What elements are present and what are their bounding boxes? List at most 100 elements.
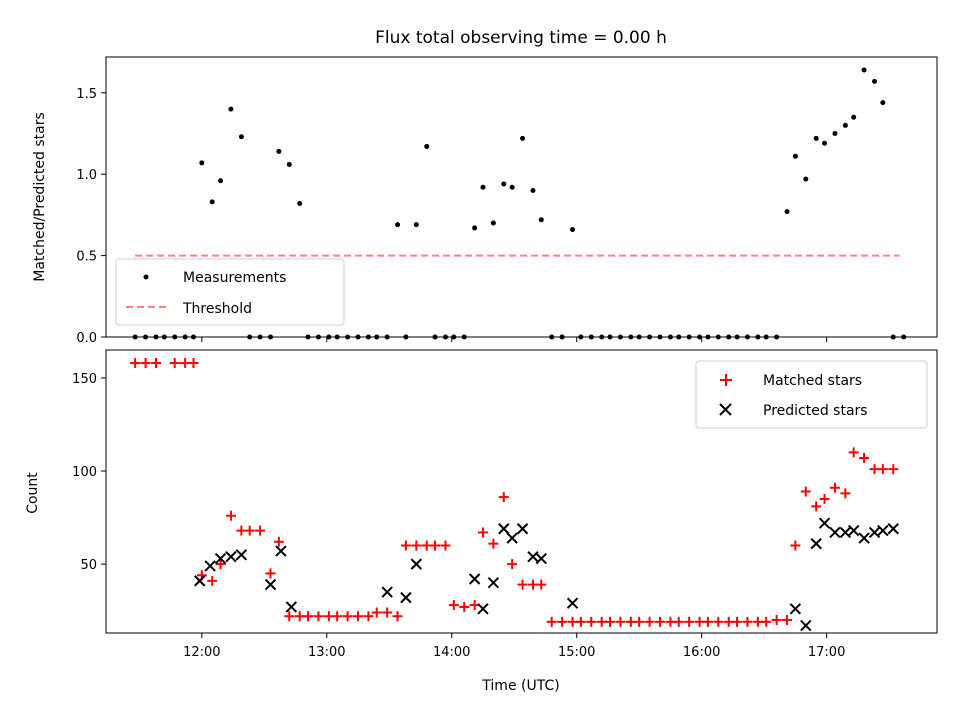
matched-point xyxy=(702,616,713,627)
predicted-point xyxy=(800,619,812,632)
matched-point xyxy=(215,559,226,570)
measurement-point xyxy=(880,100,886,106)
predicted-point xyxy=(264,578,277,591)
predicted-point xyxy=(194,575,206,587)
predicted-point xyxy=(516,523,529,535)
predicted-point xyxy=(829,526,841,539)
matched-point xyxy=(303,611,314,622)
measurement-point xyxy=(842,122,848,128)
matched-point xyxy=(790,540,801,551)
measurement-point xyxy=(218,178,224,184)
matched-point xyxy=(819,493,830,504)
bottom-legend-box xyxy=(695,360,928,429)
measurement-point xyxy=(851,114,857,120)
matched-point xyxy=(634,616,645,627)
predicted-point xyxy=(235,549,248,561)
matched-point xyxy=(140,358,151,369)
top-y-tick-label: 0.0 xyxy=(76,331,97,346)
bottom-x-tick-label: 15:00 xyxy=(558,645,595,660)
bottom-x-tick-label: 14:00 xyxy=(433,645,470,660)
measurement-point xyxy=(395,222,401,228)
bottom-plot-area xyxy=(130,358,899,632)
measurement-point xyxy=(792,153,798,159)
matched-point xyxy=(782,614,793,625)
measurement-point xyxy=(509,184,515,190)
matched-point xyxy=(430,540,441,551)
matched-point xyxy=(761,616,772,627)
matched-point xyxy=(382,607,393,618)
predicted-point xyxy=(468,573,481,585)
top-y-ticks: 0.0 0.5 1.0 1.5 xyxy=(76,87,106,346)
predicted-point xyxy=(204,560,216,572)
matched-point xyxy=(859,452,870,463)
matched-point xyxy=(605,616,616,627)
matched-point xyxy=(673,616,684,627)
matched-point xyxy=(440,540,451,551)
matched-point xyxy=(342,611,353,622)
predicted-point xyxy=(527,550,539,563)
predicted-point xyxy=(877,524,889,537)
measurement-point xyxy=(209,199,215,205)
predicted-point xyxy=(275,545,287,557)
predicted-point xyxy=(498,523,510,535)
measurement-point xyxy=(861,67,867,73)
legend-measurements-label: Measurements xyxy=(183,270,286,286)
matched-point xyxy=(188,358,199,369)
bottom-x-axis-label: Time (UTC) xyxy=(481,678,559,694)
bottom-y-ticks: 50 100 150 xyxy=(72,372,106,573)
top-y-tick-label: 0.5 xyxy=(76,250,97,265)
measurement-point xyxy=(530,187,536,193)
matched-point xyxy=(771,614,782,625)
matched-point xyxy=(273,536,284,547)
bottom-x-tick-label: 16:00 xyxy=(683,645,720,660)
top-x-ticks xyxy=(201,337,828,342)
measurement-point xyxy=(297,201,303,207)
bottom-y-tick-label: 100 xyxy=(72,465,97,480)
top-y-tick-label: 1.5 xyxy=(76,87,97,102)
matched-point xyxy=(284,611,295,622)
measurement-point xyxy=(872,78,878,84)
measurement-point xyxy=(490,220,496,226)
top-legend: Measurements Threshold xyxy=(115,258,345,326)
measurement-point xyxy=(520,135,526,141)
matched-point xyxy=(244,525,255,536)
measurement-point xyxy=(413,222,419,228)
top-axes-frame xyxy=(105,56,938,338)
matched-point xyxy=(392,611,403,622)
matched-point xyxy=(400,540,411,551)
matched-point xyxy=(507,559,518,570)
predicted-point xyxy=(477,603,489,615)
matched-point xyxy=(546,616,557,627)
bottom-x-tick-label: 17:00 xyxy=(808,645,845,660)
matched-point xyxy=(371,607,382,618)
matched-point xyxy=(313,611,324,622)
matched-point xyxy=(477,527,488,538)
legend-threshold-label: Threshold xyxy=(182,301,252,317)
matched-point xyxy=(498,492,509,503)
matched-point xyxy=(363,611,374,622)
measurement-point xyxy=(424,144,430,150)
measurement-point xyxy=(822,140,828,146)
matched-point xyxy=(811,501,822,512)
bottom-legend: Matched stars Predicted stars xyxy=(695,360,928,429)
bottom-y-tick-label: 150 xyxy=(72,372,97,387)
matched-point xyxy=(829,482,840,493)
predicted-point xyxy=(535,552,547,565)
predicted-point xyxy=(506,532,518,544)
predicted-point xyxy=(381,586,393,598)
matched-point xyxy=(840,488,851,499)
matched-point xyxy=(169,358,180,369)
predicted-point xyxy=(285,601,298,613)
measurement-point xyxy=(228,106,234,112)
measurement-point xyxy=(813,135,819,141)
predicted-point xyxy=(400,591,412,604)
matched-point xyxy=(888,464,899,475)
predicted-point xyxy=(810,537,822,550)
top-y-tick-label: 1.0 xyxy=(76,168,97,183)
matched-point xyxy=(332,611,343,622)
matched-point xyxy=(742,616,753,627)
measurement-point xyxy=(570,227,576,233)
measurement-point xyxy=(276,148,282,154)
measurement-point xyxy=(238,134,244,140)
bottom-y-axis-label: Count xyxy=(25,472,41,514)
